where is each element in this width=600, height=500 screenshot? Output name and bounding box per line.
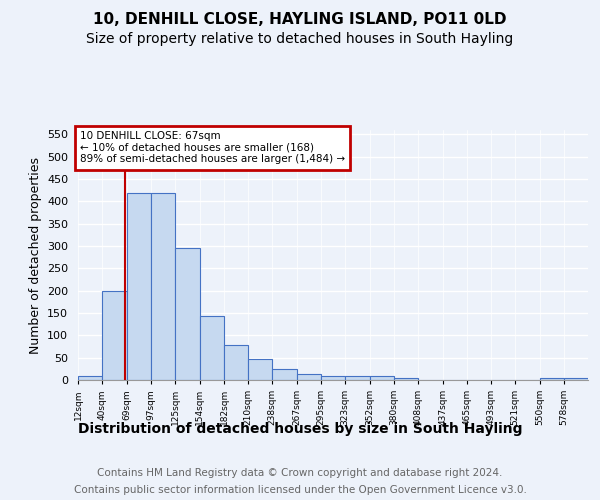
Bar — [394, 378, 418, 380]
Y-axis label: Number of detached properties: Number of detached properties — [29, 156, 41, 354]
Bar — [272, 369, 297, 380]
Bar — [564, 378, 588, 380]
Bar — [540, 378, 564, 380]
Bar — [78, 376, 102, 380]
Text: 10, DENHILL CLOSE, HAYLING ISLAND, PO11 0LD: 10, DENHILL CLOSE, HAYLING ISLAND, PO11 … — [93, 12, 507, 28]
Bar — [151, 192, 175, 380]
Bar — [224, 345, 248, 380]
Bar — [175, 248, 200, 380]
Bar — [297, 374, 321, 380]
Text: Contains public sector information licensed under the Open Government Licence v3: Contains public sector information licen… — [74, 485, 526, 495]
Bar — [321, 376, 345, 380]
Bar — [370, 376, 394, 380]
Bar — [248, 358, 272, 380]
Bar — [102, 290, 127, 380]
Bar — [127, 192, 151, 380]
Text: Size of property relative to detached houses in South Hayling: Size of property relative to detached ho… — [86, 32, 514, 46]
Bar — [200, 316, 224, 380]
Text: Distribution of detached houses by size in South Hayling: Distribution of detached houses by size … — [78, 422, 522, 436]
Text: 10 DENHILL CLOSE: 67sqm
← 10% of detached houses are smaller (168)
89% of semi-d: 10 DENHILL CLOSE: 67sqm ← 10% of detache… — [80, 131, 345, 164]
Bar — [345, 376, 370, 380]
Text: Contains HM Land Registry data © Crown copyright and database right 2024.: Contains HM Land Registry data © Crown c… — [97, 468, 503, 477]
